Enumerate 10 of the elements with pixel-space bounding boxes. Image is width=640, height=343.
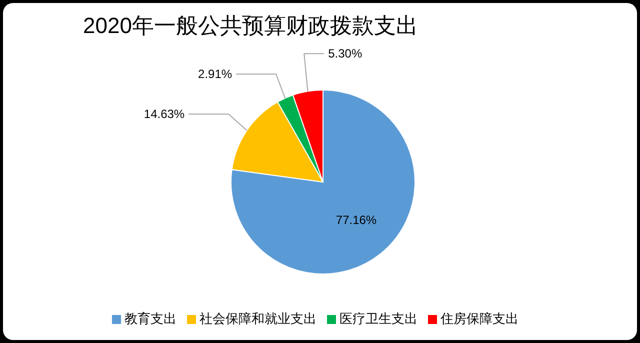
data-label: 5.30% xyxy=(328,46,362,61)
legend-label: 教育支出 xyxy=(124,311,176,326)
chart-title: 2020年一般公共预算财政拨款支出 xyxy=(83,12,418,40)
data-label: 77.16% xyxy=(336,213,377,228)
pie-slice xyxy=(230,90,416,274)
legend-label: 医疗卫生支出 xyxy=(340,311,418,326)
data-label: 14.63% xyxy=(144,107,185,122)
legend-label: 住房保障支出 xyxy=(440,311,518,326)
data-label: 2.91% xyxy=(198,67,232,82)
legend-label: 社会保障和就业支出 xyxy=(200,311,316,326)
